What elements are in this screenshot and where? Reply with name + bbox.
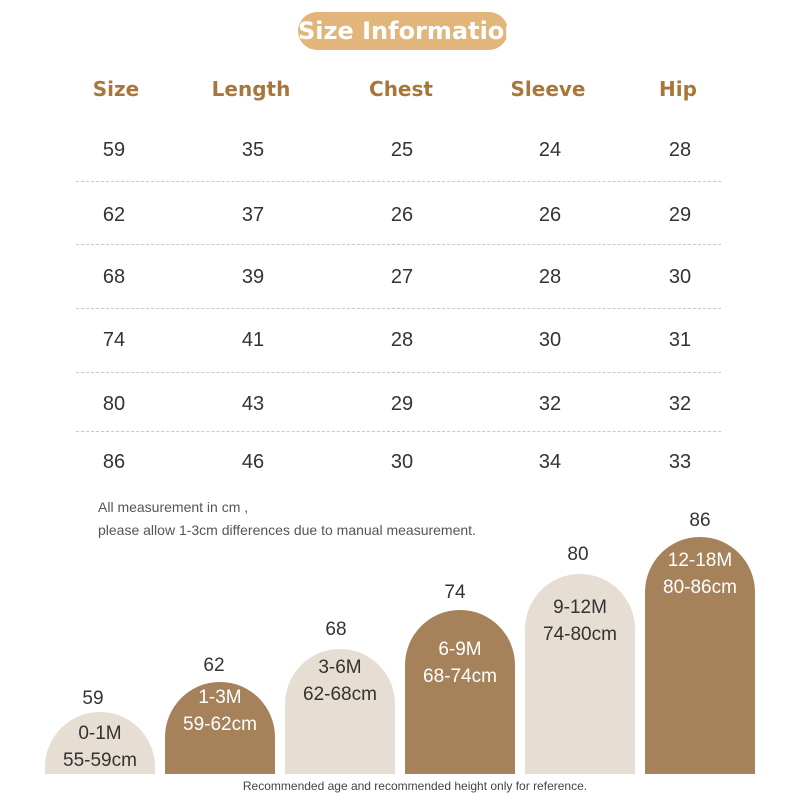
row-divider [76, 244, 721, 245]
arch-age: 1-3M [198, 687, 242, 708]
table-cell: 86 [102, 451, 126, 473]
arch-size-label: 74 [444, 582, 466, 603]
arch-age: 12-18M [667, 550, 733, 571]
table-cell: 30 [538, 329, 562, 351]
table-cell: 31 [668, 329, 692, 351]
table-cell: 24 [538, 139, 562, 161]
row-divider [76, 372, 721, 373]
arch-height: 80-86cm [663, 577, 737, 598]
arch-height: 62-68cm [303, 684, 377, 705]
arch-age: 3-6M [318, 657, 362, 678]
table-cell: 39 [241, 266, 265, 288]
table-cell: 43 [241, 393, 265, 415]
table-cell: 74 [102, 329, 126, 351]
table-cell: 34 [538, 451, 562, 473]
table-cell: 68 [102, 266, 126, 288]
table-cell: 33 [668, 451, 692, 473]
size-arch: 12-18M 80-86cm [645, 537, 755, 774]
arch-age: 6-9M [438, 639, 482, 660]
column-header-length: Length [211, 77, 291, 101]
table-cell: 28 [538, 266, 562, 288]
arch-height: 59-62cm [183, 714, 257, 735]
column-header-hip: Hip [659, 77, 697, 101]
arch-size-label: 86 [689, 510, 711, 531]
arch-size-label: 68 [325, 619, 347, 640]
table-cell: 41 [241, 329, 265, 351]
table-cell: 32 [668, 393, 692, 415]
table-cell: 25 [390, 139, 414, 161]
table-cell: 37 [241, 204, 265, 226]
table-cell: 46 [241, 451, 265, 473]
arch-age: 0-1M [78, 723, 122, 744]
arch-age: 9-12M [553, 597, 607, 618]
measurement-note-unit: All measurement in cm , [98, 499, 249, 515]
table-cell: 62 [102, 204, 126, 226]
row-divider [76, 308, 721, 309]
column-header-sleeve: Sleeve [510, 77, 586, 101]
reference-disclaimer: Recommended age and recommended height o… [242, 779, 588, 793]
table-cell: 80 [102, 393, 126, 415]
table-cell: 28 [668, 139, 692, 161]
arch-size-label: 59 [82, 688, 104, 709]
table-cell: 26 [538, 204, 562, 226]
arch-height: 74-80cm [543, 624, 617, 645]
table-cell: 59 [102, 139, 126, 161]
row-divider [76, 181, 721, 182]
measurement-note-tolerance: please allow 1-3cm differences due to ma… [98, 522, 476, 538]
table-cell: 32 [538, 393, 562, 415]
table-cell: 29 [390, 393, 414, 415]
arch-size-label: 62 [203, 655, 225, 676]
size-arch: 1-3M 59-62cm [165, 682, 275, 774]
table-cell: 35 [241, 139, 265, 161]
column-header-size: Size [92, 77, 140, 101]
table-cell: 29 [668, 204, 692, 226]
page-title: Size Information [298, 12, 521, 50]
arch-height: 55-59cm [63, 750, 137, 771]
size-arch: 9-12M 74-80cm [525, 574, 635, 774]
arch-height: 68-74cm [423, 666, 497, 687]
size-arch: 0-1M 55-59cm [45, 712, 155, 774]
row-divider [76, 431, 721, 432]
table-cell: 30 [390, 451, 414, 473]
table-cell: 26 [390, 204, 414, 226]
size-arch: 3-6M 62-68cm [285, 649, 395, 774]
column-header-chest: Chest [369, 77, 433, 101]
table-cell: 27 [390, 266, 414, 288]
table-cell: 28 [390, 329, 414, 351]
arch-size-label: 80 [567, 544, 589, 565]
table-cell: 30 [668, 266, 692, 288]
size-arch: 6-9M 68-74cm [405, 610, 515, 774]
